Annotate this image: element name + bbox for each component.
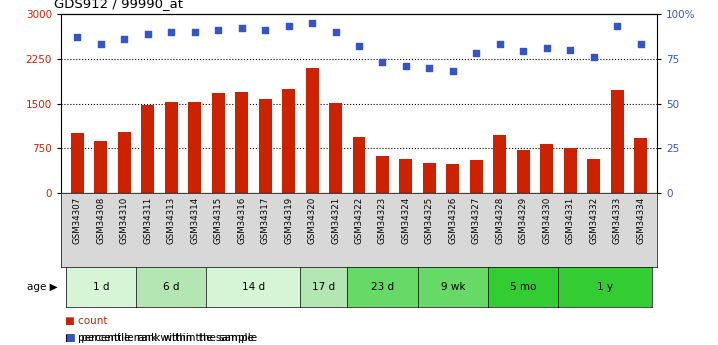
Text: GSM34328: GSM34328: [495, 197, 504, 244]
Bar: [306, 68, 319, 193]
Bar: [540, 144, 553, 193]
Text: GSM34310: GSM34310: [120, 197, 129, 244]
Bar: [564, 148, 577, 193]
Bar: [188, 102, 201, 193]
Text: GSM34324: GSM34324: [401, 197, 411, 244]
Point: [189, 29, 200, 34]
Text: GSM34323: GSM34323: [378, 197, 387, 244]
Point: [635, 41, 646, 47]
Point: [259, 27, 271, 33]
Point: [330, 29, 341, 34]
Point: [118, 36, 130, 42]
Text: 1 y: 1 y: [597, 282, 613, 292]
Text: GSM34334: GSM34334: [636, 197, 645, 244]
Bar: [353, 137, 365, 193]
Text: 6 d: 6 d: [163, 282, 180, 292]
Point: [283, 23, 294, 29]
Text: percentile rank within the sample: percentile rank within the sample: [78, 333, 256, 343]
Point: [470, 50, 482, 56]
Bar: [71, 134, 84, 193]
Text: GSM34319: GSM34319: [284, 197, 293, 244]
Point: [236, 26, 248, 31]
Bar: [517, 149, 530, 193]
Bar: [282, 89, 295, 193]
Text: GSM34317: GSM34317: [261, 197, 270, 244]
Bar: [399, 158, 412, 193]
Point: [142, 31, 154, 36]
Point: [424, 65, 435, 70]
Point: [166, 29, 177, 34]
Text: GSM34333: GSM34333: [612, 197, 622, 244]
Point: [541, 45, 552, 51]
Point: [213, 27, 224, 33]
Text: age ▶: age ▶: [27, 282, 57, 292]
Bar: [236, 91, 248, 193]
Text: GSM34314: GSM34314: [190, 197, 200, 244]
Point: [564, 47, 576, 52]
Text: GSM34326: GSM34326: [448, 197, 457, 244]
Point: [518, 49, 529, 54]
Bar: [447, 165, 460, 193]
Point: [588, 54, 600, 60]
Point: [72, 34, 83, 40]
Bar: [470, 160, 482, 193]
Point: [400, 63, 411, 69]
Text: 17 d: 17 d: [312, 282, 335, 292]
Bar: [141, 105, 154, 193]
Text: GSM34320: GSM34320: [307, 197, 317, 244]
Bar: [329, 103, 342, 193]
Bar: [376, 156, 389, 193]
Text: ■ count: ■ count: [65, 316, 107, 326]
Text: GSM34322: GSM34322: [355, 197, 363, 244]
Text: GSM34330: GSM34330: [542, 197, 551, 244]
Point: [353, 43, 365, 49]
Bar: [587, 158, 600, 193]
Text: GSM34331: GSM34331: [566, 197, 574, 244]
Text: 5 mo: 5 mo: [510, 282, 536, 292]
Bar: [258, 99, 271, 193]
Bar: [493, 135, 506, 193]
Text: 23 d: 23 d: [371, 282, 394, 292]
Bar: [610, 90, 623, 193]
Text: GSM34316: GSM34316: [237, 197, 246, 244]
Text: 14 d: 14 d: [242, 282, 265, 292]
Text: GSM34321: GSM34321: [331, 197, 340, 244]
Text: GDS912 / 99990_at: GDS912 / 99990_at: [54, 0, 183, 10]
Text: GSM34325: GSM34325: [425, 197, 434, 244]
Point: [377, 59, 388, 65]
Point: [611, 23, 623, 29]
Text: GSM34311: GSM34311: [144, 197, 152, 244]
Bar: [95, 141, 108, 193]
Bar: [118, 132, 131, 193]
Text: GSM34332: GSM34332: [589, 197, 598, 244]
Point: [494, 41, 505, 47]
Bar: [634, 138, 647, 193]
Point: [95, 41, 107, 47]
Text: 1 d: 1 d: [93, 282, 109, 292]
Text: GSM34307: GSM34307: [73, 197, 82, 244]
Text: GSM34327: GSM34327: [472, 197, 481, 244]
Text: ■ percentile rank within the sample: ■ percentile rank within the sample: [65, 333, 253, 343]
Text: GSM34315: GSM34315: [214, 197, 223, 244]
Text: ■: ■: [65, 333, 75, 343]
Text: GSM34329: GSM34329: [518, 197, 528, 244]
Bar: [423, 163, 436, 193]
Text: GSM34308: GSM34308: [96, 197, 106, 244]
Bar: [165, 102, 178, 193]
Bar: [212, 93, 225, 193]
Point: [307, 20, 318, 26]
Text: GSM34313: GSM34313: [167, 197, 176, 244]
Point: [447, 68, 459, 74]
Text: 9 wk: 9 wk: [441, 282, 465, 292]
